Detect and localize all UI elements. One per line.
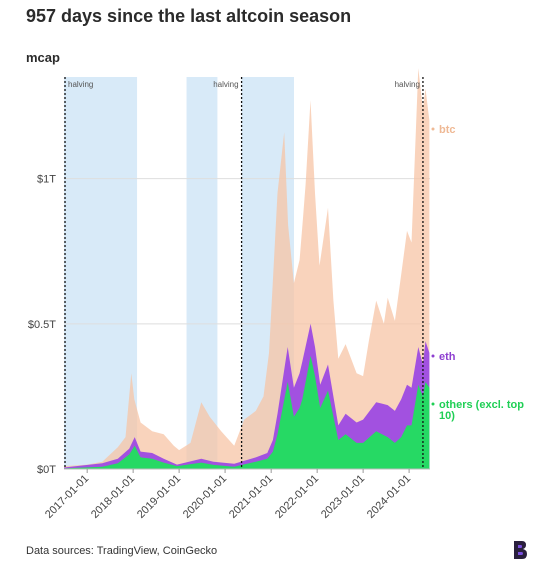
y-tick-label-1: $0.5T [28, 319, 56, 331]
x-tick-label-5: 2022-01-01 [273, 473, 321, 521]
y-tick-label-0: $0T [37, 464, 56, 476]
x-tick-label-6: 2023-01-01 [319, 473, 367, 521]
halving-label-2: halving [395, 80, 420, 89]
series-labels: btc eth others (excl. top 10) [431, 124, 524, 422]
x-tick-label-0: 2017-01-01 [43, 473, 91, 521]
series-btc-area [64, 68, 430, 470]
halving-markers: halving halving halving [64, 77, 424, 469]
data-source-note: Data sources: TradingView, CoinGecko [26, 545, 218, 557]
x-tick-label-7: 2024-01-01 [365, 473, 413, 521]
series-label-btc: btc [439, 124, 456, 136]
y-axis-label: mcap [26, 50, 60, 65]
series-label-dot-btc [431, 127, 435, 131]
halving-label-1: halving [213, 80, 238, 89]
series-others-area [64, 355, 430, 469]
series-label-dot-eth [431, 354, 435, 358]
x-tick-label-2: 2019-01-01 [135, 473, 183, 521]
x-tick-label-4: 2021-01-01 [227, 473, 275, 521]
chart-svg: halving halving halving $0T $0.5T $1T 2017-01… [28, 68, 524, 521]
x-tick-label-1: 2018-01-01 [89, 473, 137, 521]
brand-logo-icon [514, 541, 527, 559]
area-series [64, 68, 430, 470]
altcoin-season-band-0 [64, 77, 138, 469]
y-tick-label-2: $1T [37, 174, 56, 186]
gridlines [64, 178, 430, 325]
halving-label-0: halving [68, 80, 93, 89]
series-eth-area [64, 323, 430, 469]
x-tick-label-3: 2020-01-01 [181, 473, 229, 521]
series-label-dot-others [431, 402, 435, 406]
chart-title: 957 days since the last altcoin season [26, 6, 352, 26]
series-label-eth: eth [439, 351, 456, 363]
series-label-others: others (excl. top 10) [439, 399, 524, 422]
